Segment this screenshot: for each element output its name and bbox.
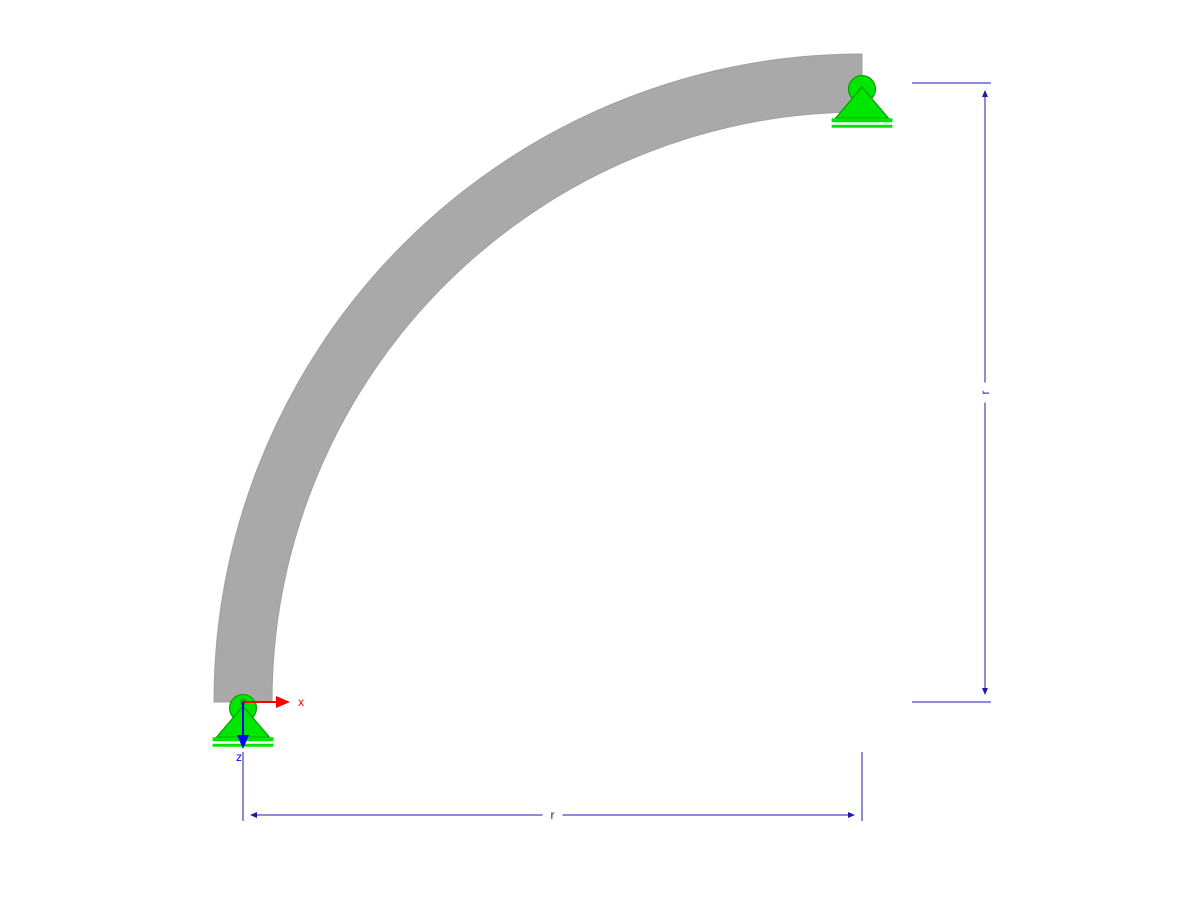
dim-label-vertical: r [978, 391, 992, 395]
structural-diagram: x z r r [0, 0, 1200, 900]
dim-label-horizontal: r [551, 808, 555, 822]
x-axis-label: x [298, 695, 304, 709]
curved-beam [214, 54, 862, 702]
z-axis-label: z [236, 750, 242, 764]
